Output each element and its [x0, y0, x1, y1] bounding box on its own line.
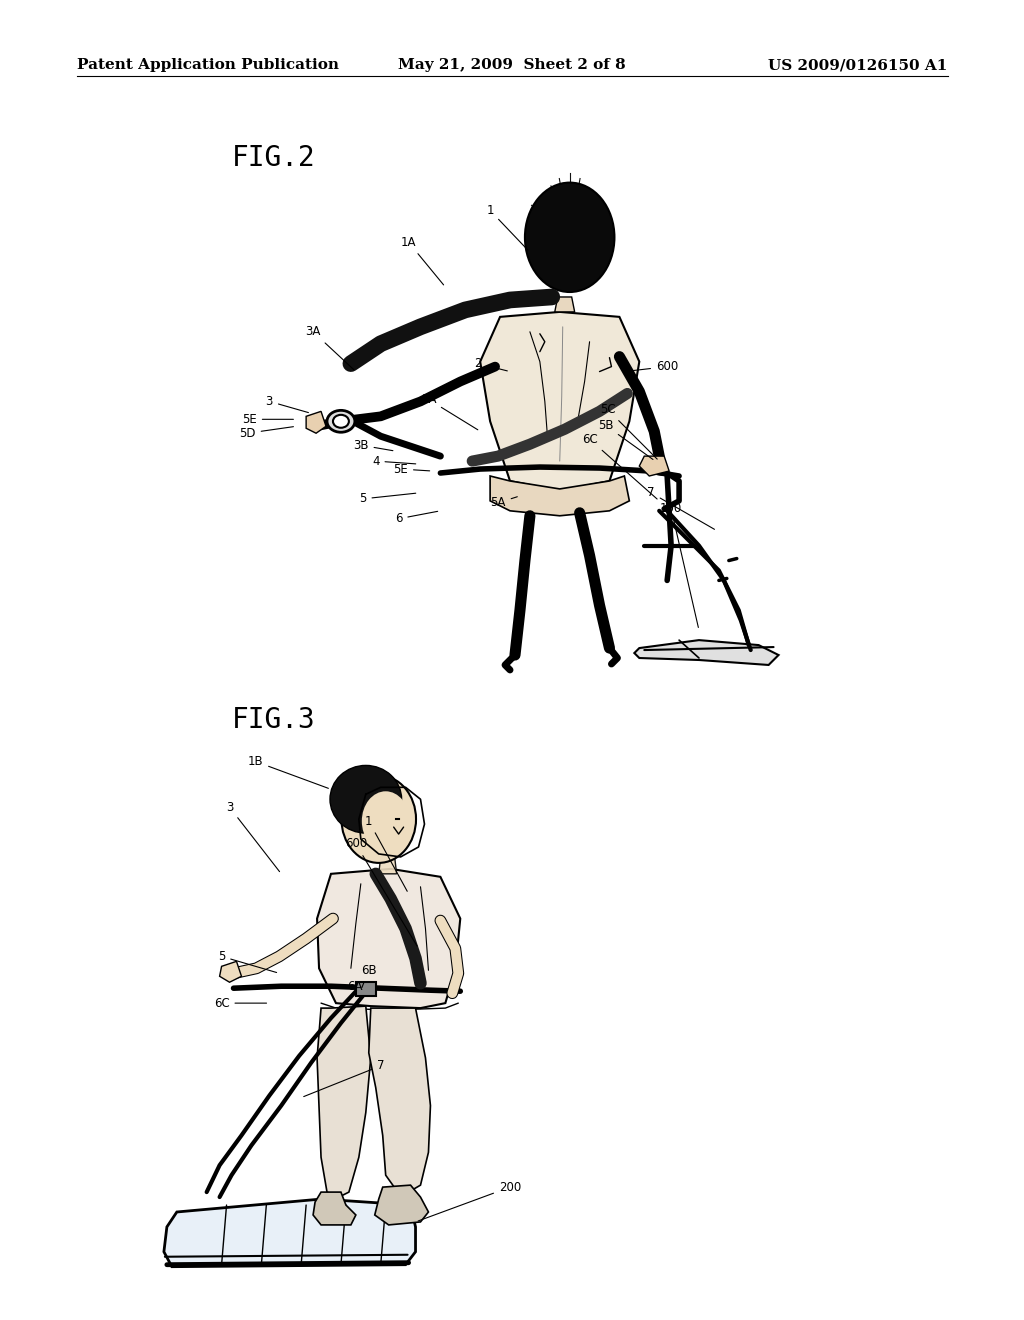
Text: May 21, 2009  Sheet 2 of 8: May 21, 2009 Sheet 2 of 8 — [398, 58, 626, 73]
Ellipse shape — [327, 411, 355, 432]
Text: 4: 4 — [372, 454, 416, 467]
Polygon shape — [480, 312, 639, 491]
Text: 5: 5 — [359, 492, 416, 506]
Text: FIG.2: FIG.2 — [231, 144, 315, 172]
Text: Patent Application Publication: Patent Application Publication — [78, 58, 339, 73]
Polygon shape — [490, 477, 630, 516]
Text: 600: 600 — [345, 837, 417, 946]
Ellipse shape — [330, 766, 401, 833]
Text: 5D: 5D — [240, 426, 294, 440]
Text: 6C: 6C — [214, 997, 266, 1010]
Text: 600: 600 — [627, 360, 678, 374]
Text: 5A: 5A — [490, 496, 517, 510]
Text: 5E: 5E — [393, 462, 430, 475]
Text: 100: 100 — [660, 503, 698, 627]
Text: 7: 7 — [647, 486, 715, 529]
Text: 1: 1 — [486, 205, 528, 251]
Polygon shape — [306, 412, 326, 433]
Polygon shape — [639, 457, 669, 477]
Polygon shape — [369, 1008, 430, 1192]
Text: 1: 1 — [365, 814, 408, 891]
Text: 6C: 6C — [582, 433, 657, 499]
Text: 1A: 1A — [400, 236, 443, 285]
Ellipse shape — [361, 791, 410, 851]
Text: 5B: 5B — [598, 418, 653, 459]
Polygon shape — [634, 640, 778, 665]
Polygon shape — [164, 1199, 416, 1267]
Polygon shape — [317, 869, 460, 1008]
Text: 6B: 6B — [361, 964, 377, 987]
Text: 2A: 2A — [421, 393, 478, 430]
Text: US 2009/0126150 A1: US 2009/0126150 A1 — [768, 58, 947, 73]
Text: 6A: 6A — [347, 979, 362, 998]
Text: 5C: 5C — [600, 403, 657, 459]
Text: 1B: 1B — [248, 755, 329, 788]
Text: 3B: 3B — [353, 438, 393, 451]
Text: 5: 5 — [218, 950, 276, 973]
Text: 2: 2 — [474, 358, 507, 371]
Text: 200: 200 — [418, 1180, 521, 1221]
Polygon shape — [379, 857, 396, 874]
Text: FIG.3: FIG.3 — [231, 706, 315, 734]
Polygon shape — [555, 297, 574, 312]
Text: 3: 3 — [265, 395, 308, 413]
Polygon shape — [219, 961, 242, 982]
Text: 3A: 3A — [305, 325, 354, 370]
Polygon shape — [356, 982, 376, 997]
Polygon shape — [313, 1192, 356, 1225]
Ellipse shape — [333, 414, 349, 428]
Text: 5E: 5E — [242, 413, 294, 426]
Polygon shape — [375, 1185, 428, 1225]
Ellipse shape — [341, 775, 416, 863]
Polygon shape — [317, 1006, 371, 1197]
Text: 3: 3 — [226, 801, 280, 871]
Text: 7: 7 — [304, 1059, 384, 1097]
Text: 6: 6 — [395, 511, 437, 525]
Ellipse shape — [525, 182, 614, 292]
